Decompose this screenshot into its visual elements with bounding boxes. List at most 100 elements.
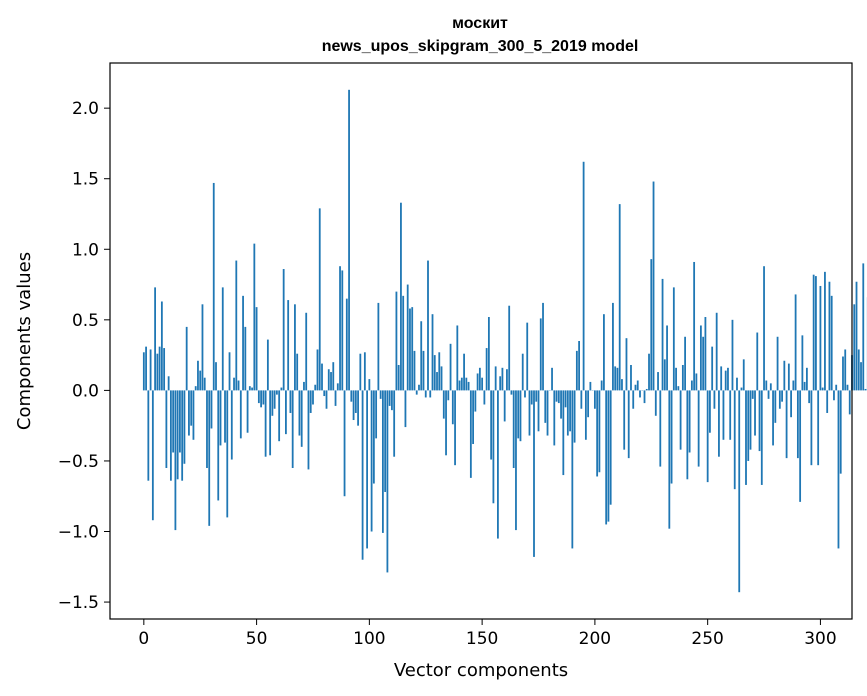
bar-170 xyxy=(526,322,529,391)
bar-189 xyxy=(569,390,571,432)
bar-145 xyxy=(469,390,472,478)
bar-90 xyxy=(345,298,348,391)
x-tick-label: 250 xyxy=(691,629,723,649)
bar-240 xyxy=(684,336,686,391)
bar-147 xyxy=(474,390,477,412)
bar-33 xyxy=(217,390,220,501)
bar-176 xyxy=(539,318,542,391)
bar-105 xyxy=(379,390,382,399)
bar-103 xyxy=(375,390,378,439)
bar-248 xyxy=(702,336,705,391)
x-tick-label: 100 xyxy=(353,629,385,649)
bar-series xyxy=(142,89,867,593)
bar-122 xyxy=(418,384,420,391)
bar-56 xyxy=(269,390,272,456)
bar-61 xyxy=(280,387,283,391)
bar-217 xyxy=(632,390,635,409)
bar-262 xyxy=(733,390,736,490)
bar-200 xyxy=(593,390,596,409)
bar-68 xyxy=(296,353,299,391)
bar-304 xyxy=(828,281,831,391)
bar-182 xyxy=(553,390,556,446)
bar-260 xyxy=(729,390,732,440)
chart-title: москит xyxy=(452,15,508,32)
bar-149 xyxy=(478,367,481,391)
bar-302 xyxy=(824,271,826,391)
bar-270 xyxy=(751,390,754,399)
bar-276 xyxy=(765,380,768,391)
x-axis: 0 50 100 150 200 250 300 xyxy=(138,619,837,649)
bar-235 xyxy=(672,287,675,391)
bar-106 xyxy=(381,390,384,533)
bar-123 xyxy=(420,321,423,391)
bar-139 xyxy=(456,325,459,391)
bar-255 xyxy=(718,390,720,457)
bar-45 xyxy=(244,326,247,391)
bar-50 xyxy=(255,307,258,391)
bar-209 xyxy=(614,366,617,391)
bar-295 xyxy=(808,390,811,404)
bar-109 xyxy=(388,390,391,406)
bar-92 xyxy=(350,390,353,402)
bar-24 xyxy=(197,360,199,391)
bar-249 xyxy=(704,317,707,391)
bar-211 xyxy=(618,204,621,391)
bar-175 xyxy=(537,390,540,432)
bar-241 xyxy=(686,390,689,480)
bar-164 xyxy=(512,390,515,468)
bar-71 xyxy=(303,381,305,391)
bar-40 xyxy=(233,377,235,391)
bar-308 xyxy=(837,390,840,549)
bar-74 xyxy=(309,390,312,413)
bar-264 xyxy=(738,390,741,593)
bar-152 xyxy=(485,348,488,391)
y-tick-label: −1.0 xyxy=(58,523,99,543)
bar-14 xyxy=(174,390,177,531)
bar-7 xyxy=(158,346,161,391)
bar-113 xyxy=(397,364,400,391)
bar-85 xyxy=(334,390,337,406)
bar-163 xyxy=(510,390,513,395)
bar-130 xyxy=(436,372,438,391)
bar-292 xyxy=(801,335,804,391)
bar-179 xyxy=(546,390,549,436)
y-axis: −1.5 −1.0 −0.5 0.0 0.5 1.0 1.5 2.0 xyxy=(58,99,110,613)
bar-239 xyxy=(681,364,684,391)
bar-297 xyxy=(812,274,815,391)
bar-112 xyxy=(395,291,398,391)
bar-53 xyxy=(262,390,265,405)
bar-256 xyxy=(720,366,723,391)
bar-201 xyxy=(596,390,599,477)
bar-9 xyxy=(163,348,166,391)
bar-108 xyxy=(386,390,389,573)
bar-87 xyxy=(339,266,341,391)
bar-134 xyxy=(445,390,447,456)
bar-237 xyxy=(677,386,680,391)
bar-95 xyxy=(357,390,359,426)
bar-138 xyxy=(454,390,456,466)
bar-66 xyxy=(291,390,294,468)
bar-247 xyxy=(699,325,702,391)
bar-310 xyxy=(842,356,844,391)
bar-263 xyxy=(736,377,738,391)
bar-245 xyxy=(695,373,698,391)
bar-288 xyxy=(792,380,795,391)
bar-311 xyxy=(844,349,847,391)
bar-38 xyxy=(228,352,231,391)
bar-283 xyxy=(781,390,783,402)
bar-29 xyxy=(208,390,211,526)
bar-51 xyxy=(257,390,260,404)
bar-115 xyxy=(402,295,405,391)
bar-261 xyxy=(731,319,734,391)
bar-250 xyxy=(706,390,709,483)
bar-294 xyxy=(805,367,808,391)
bar-169 xyxy=(524,390,526,398)
bar-30 xyxy=(210,390,213,429)
bar-191 xyxy=(573,390,576,443)
bar-223 xyxy=(645,388,648,391)
bar-257 xyxy=(722,390,725,440)
bar-266 xyxy=(742,359,745,391)
y-axis-label: Components values xyxy=(14,252,35,430)
bar-167 xyxy=(519,390,522,442)
